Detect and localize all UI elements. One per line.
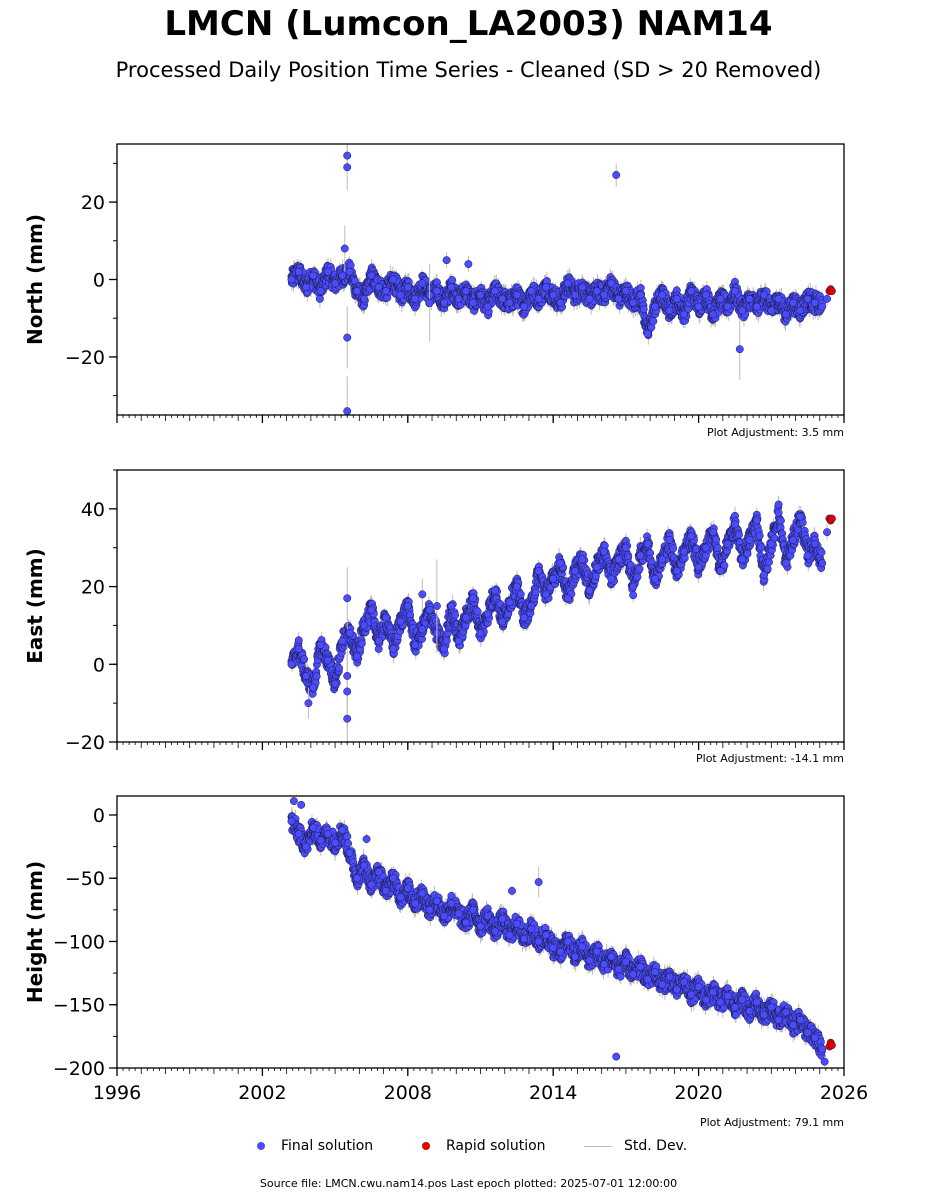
final-point (512, 291, 521, 299)
final-point (672, 294, 681, 303)
final-point (498, 294, 507, 303)
final-point (367, 271, 376, 280)
final-point (483, 302, 492, 311)
final-point (789, 298, 798, 307)
final-point (287, 275, 296, 284)
final-point (752, 302, 761, 311)
final-point (578, 283, 587, 292)
final-point (643, 329, 652, 338)
final-point (396, 291, 405, 299)
final-point (316, 287, 325, 296)
final-point (592, 287, 601, 296)
final-point (745, 294, 754, 303)
final-point (767, 306, 776, 315)
final-outlier-point (464, 260, 473, 268)
final-point (585, 294, 594, 303)
final-point (716, 294, 725, 303)
final-point (352, 287, 361, 296)
final-point (374, 283, 383, 292)
final-point (796, 306, 805, 315)
final-point (454, 294, 463, 303)
final-point (315, 294, 324, 303)
final-point (614, 294, 623, 303)
final-point (294, 267, 303, 276)
final-point (636, 291, 645, 299)
final-point (556, 298, 565, 307)
chart-subtitle: Processed Daily Position Time Series - C… (115, 58, 822, 82)
final-point (527, 287, 536, 296)
final-point (760, 291, 768, 299)
final-point (418, 279, 427, 288)
final-point (411, 294, 420, 303)
final-point (651, 302, 659, 311)
final-point (462, 287, 470, 296)
final-point (803, 294, 812, 303)
final-point (658, 291, 667, 299)
final-point (687, 287, 696, 296)
final-point (571, 291, 579, 299)
final-point (600, 291, 609, 299)
final-point (345, 267, 354, 276)
chart-title: LMCN (Lumcon_LA2003) NAM14 (164, 4, 773, 44)
final-point (520, 302, 529, 311)
final-point (448, 275, 457, 284)
final-point (476, 291, 485, 299)
final-point (781, 310, 790, 319)
final-point (534, 294, 543, 303)
panel-0-plot-area (287, 144, 836, 415)
final-outlier-point (612, 171, 621, 179)
panel-1-plot-area (287, 495, 836, 742)
final-point (541, 283, 550, 292)
plot-adjustment-note: Plot Adjustment: 3.5 mm (707, 426, 844, 439)
final-point (680, 310, 689, 319)
final-point (818, 302, 827, 311)
y-axis-label: North (mm) (23, 214, 47, 345)
final-point (382, 287, 390, 296)
final-point (338, 271, 347, 280)
final-point (701, 291, 710, 299)
final-point (709, 310, 718, 319)
y-tick-label: 0 (93, 270, 105, 292)
final-point (440, 298, 449, 307)
final-outlier-point (425, 298, 434, 307)
final-outlier-point (343, 407, 352, 415)
final-point (810, 298, 819, 307)
final-point (621, 287, 630, 296)
final-point (731, 287, 739, 296)
final-point (649, 317, 658, 326)
final-outlier-point (343, 151, 352, 160)
final-outlier-point (343, 333, 352, 342)
final-point (309, 271, 318, 280)
final-point (331, 279, 340, 288)
final-point (323, 267, 332, 276)
y-tick-label: −20 (65, 347, 105, 369)
final-point (774, 294, 783, 303)
final-point (639, 305, 648, 314)
final-outlier-point (823, 294, 831, 303)
final-point (738, 306, 747, 315)
final-outlier-point (735, 345, 744, 354)
final-point (432, 287, 441, 296)
final-outlier-point (340, 244, 349, 253)
final-point (360, 294, 369, 303)
final-point (491, 287, 499, 296)
final-point (505, 298, 514, 307)
final-outlier-point (343, 163, 352, 172)
final-point (403, 283, 412, 292)
y-tick-label: 20 (81, 192, 105, 214)
final-outlier-point (442, 256, 451, 265)
final-point (447, 283, 456, 292)
final-point (607, 279, 616, 288)
final-point (563, 279, 572, 288)
rapid-point (827, 287, 836, 296)
final-point (389, 275, 398, 284)
final-point (694, 302, 703, 311)
final-point (469, 298, 478, 307)
final-point (302, 283, 310, 292)
final-point (665, 306, 674, 315)
final-point (629, 298, 638, 307)
final-point (549, 291, 558, 299)
final-point (723, 302, 732, 311)
